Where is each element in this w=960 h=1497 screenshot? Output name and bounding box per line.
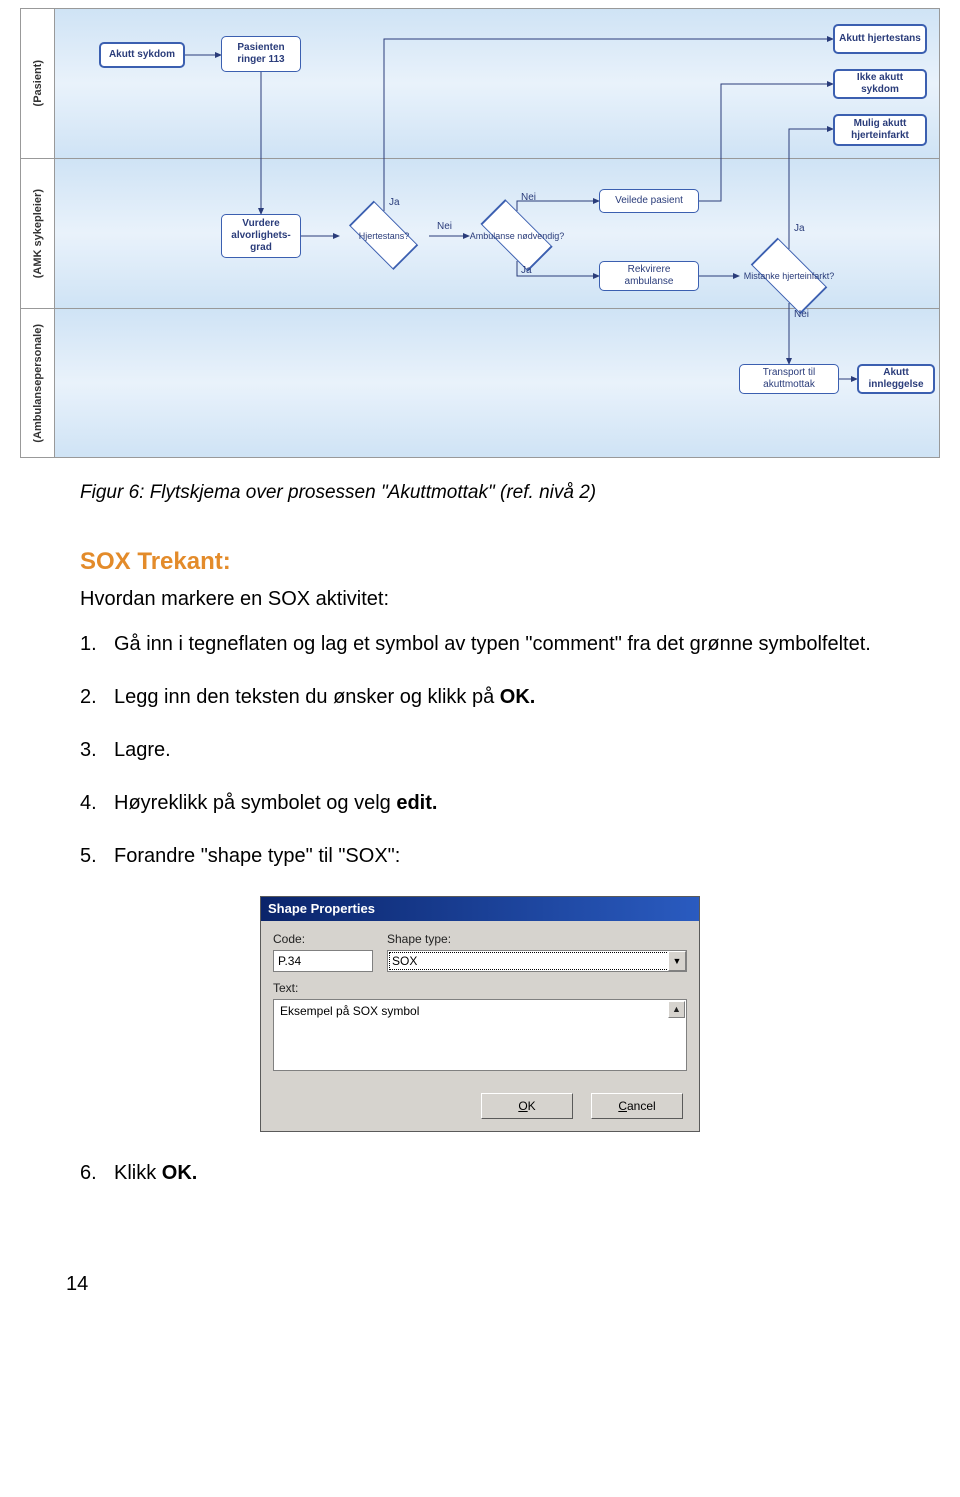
document-body: Figur 6: Flytskjema over prosessen "Akut… bbox=[70, 482, 890, 1253]
text-label: Text: bbox=[273, 980, 687, 996]
shape-type-combo[interactable] bbox=[387, 950, 687, 972]
node-veilede: Veilede pasient bbox=[599, 189, 699, 213]
decision-label-hjertestans_q: Hjertestans? bbox=[339, 211, 429, 261]
item-text: Legg inn den teksten du ønsker og klikk … bbox=[114, 686, 535, 708]
item-text: Gå inn i tegneflaten og lag et symbol av… bbox=[114, 633, 871, 655]
ok-button[interactable]: OK bbox=[481, 1093, 573, 1119]
textarea-scroll-up[interactable]: ▲ bbox=[668, 1001, 685, 1018]
shape-type-label: Shape type: bbox=[387, 931, 687, 947]
edge-label: Ja bbox=[389, 197, 400, 208]
item-text: Lagre. bbox=[114, 739, 171, 761]
node-ikke_akutt: Ikke akutt sykdom bbox=[833, 69, 927, 99]
code-label: Code: bbox=[273, 931, 373, 947]
decision-label-mistanke_q: Mistanke hjerteinfarkt? bbox=[739, 249, 839, 303]
item-number: 5. bbox=[80, 843, 97, 870]
node-mulig_infarkt: Mulig akutt hjerteinfarkt bbox=[833, 114, 927, 146]
combo-dropdown-button[interactable]: ▼ bbox=[668, 951, 686, 971]
cancel-button[interactable]: Cancel bbox=[591, 1093, 683, 1119]
item-number: 3. bbox=[80, 737, 97, 764]
instruction-item: 6.Klikk OK. bbox=[114, 1160, 880, 1187]
code-input[interactable] bbox=[273, 950, 373, 972]
item-text: Klikk OK. bbox=[114, 1162, 197, 1184]
text-textarea[interactable] bbox=[273, 999, 687, 1071]
item-text: Forandre "shape type" til "SOX": bbox=[114, 845, 400, 867]
instruction-item: 1.Gå inn i tegneflaten og lag et symbol … bbox=[114, 631, 880, 658]
swimlane-label: (Pasient) bbox=[21, 9, 55, 158]
swimlane-label: (AMK sykepleier) bbox=[21, 159, 55, 308]
shape-properties-dialog: Shape Properties Code: Shape type: ▼ Tex… bbox=[260, 896, 700, 1132]
page-number: 14 bbox=[66, 1273, 960, 1296]
edge-label: Nei bbox=[521, 192, 536, 203]
dialog-container: Shape Properties Code: Shape type: ▼ Tex… bbox=[80, 896, 880, 1132]
item-number: 6. bbox=[80, 1160, 97, 1187]
flowchart: (Pasient)(AMK sykepleier)(Ambulanseperso… bbox=[20, 8, 940, 458]
node-innleggelse: Akutt innleggelse bbox=[857, 364, 935, 394]
edge-label: Nei bbox=[437, 221, 452, 232]
section-title: SOX Trekant: bbox=[80, 548, 880, 576]
node-pasient_ringer: Pasienten ringer 113 bbox=[221, 36, 301, 72]
instruction-list: 1. Gå inn i tegneflaten og lag et symbol … bbox=[80, 631, 880, 1187]
instruction-item: 4.Høyreklikk på symbolet og velg edit. bbox=[114, 790, 880, 817]
edge-label: Nei bbox=[794, 309, 809, 320]
node-vurdere: Vurdere alvorlighets- grad bbox=[221, 214, 301, 258]
section-subhead: Hvordan markere en SOX aktivitet: bbox=[80, 588, 880, 611]
edge-label: Ja bbox=[521, 265, 532, 276]
node-akutt_sykdom: Akutt sykdom bbox=[99, 42, 185, 68]
instruction-item: 3.Lagre. bbox=[114, 737, 880, 764]
node-akutt_hjertestans: Akutt hjertestans bbox=[833, 24, 927, 54]
swimlane-label: (Ambulansepersonale) bbox=[21, 309, 55, 457]
node-rekvirere: Rekvirere ambulanse bbox=[599, 261, 699, 291]
item-number: 1. bbox=[80, 631, 97, 658]
instruction-item: 5.Forandre "shape type" til "SOX": bbox=[114, 843, 880, 870]
node-transport: Transport til akuttmottak bbox=[739, 364, 839, 394]
swimlane: (Pasient) bbox=[21, 9, 939, 159]
dialog-titlebar: Shape Properties bbox=[261, 897, 699, 921]
figure-caption: Figur 6: Flytskjema over prosessen "Akut… bbox=[80, 482, 880, 504]
item-number: 4. bbox=[80, 790, 97, 817]
item-number: 2. bbox=[80, 684, 97, 711]
item-text: Høyreklikk på symbolet og velg edit. bbox=[114, 792, 437, 814]
edge-label: Ja bbox=[794, 223, 805, 234]
instruction-item: 2.Legg inn den teksten du ønsker og klik… bbox=[114, 684, 880, 711]
decision-label-amb_q: Ambulanse nødvendig? bbox=[469, 211, 565, 261]
